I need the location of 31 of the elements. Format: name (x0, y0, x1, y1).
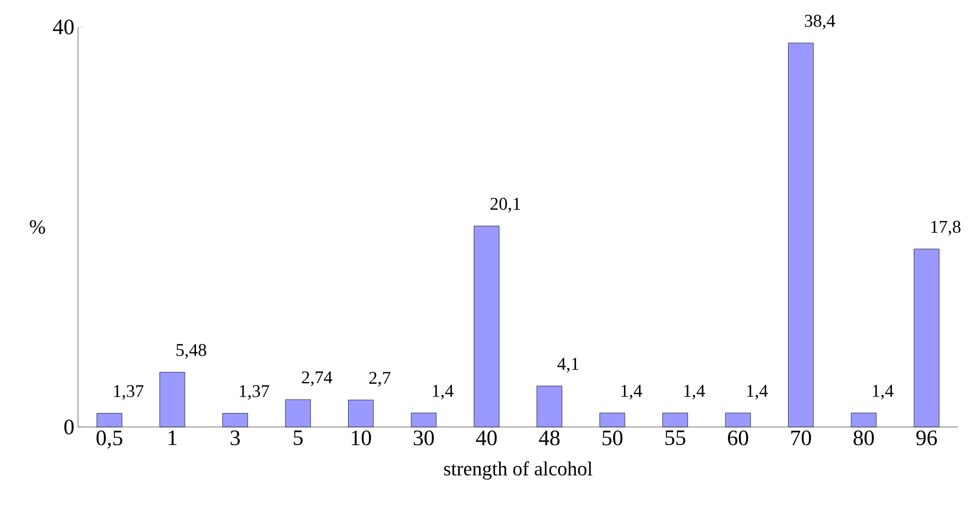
x-tick-label: 5 (294, 430, 303, 446)
data-label: 1,4 (684, 384, 705, 400)
data-label: 1,4 (747, 384, 768, 400)
y-tick-label: 0 (64, 420, 74, 434)
x-tick-label: 60 (728, 430, 748, 446)
data-label: 1,4 (872, 384, 894, 400)
x-tick-label: 1 (168, 430, 176, 445)
x-tick-label: 50 (602, 430, 622, 446)
x-tick-label: 3 (230, 430, 240, 446)
data-label: 2,7 (369, 372, 390, 386)
x-tick-label: 48 (538, 430, 560, 446)
x-axis-title: strength of alcohol (444, 461, 592, 480)
x-tick-label: 96 (916, 430, 937, 446)
data-label: 20,1 (490, 198, 520, 212)
x-tick-label: 0,5 (96, 430, 122, 448)
data-label: 1,4 (622, 384, 642, 400)
x-tick-label: 55 (665, 430, 686, 446)
x-tick-label: 30 (414, 430, 434, 446)
y-axis-title: % (30, 220, 46, 234)
x-tick-label: 70 (791, 430, 811, 446)
data-label: 38,4 (804, 14, 836, 30)
x-tick-label: 80 (854, 430, 874, 446)
data-label: 1,4 (432, 384, 454, 400)
data-label: 5,48 (176, 344, 206, 359)
data-label: 17,8 (931, 220, 960, 236)
data-label: 4,1 (557, 358, 578, 372)
x-tick-label: 40 (476, 430, 497, 446)
data-label: 1,37 (240, 385, 270, 400)
x-tick-label: 10 (352, 430, 371, 446)
data-label: 1,37 (114, 385, 144, 400)
data-label: 2,74 (302, 371, 332, 386)
